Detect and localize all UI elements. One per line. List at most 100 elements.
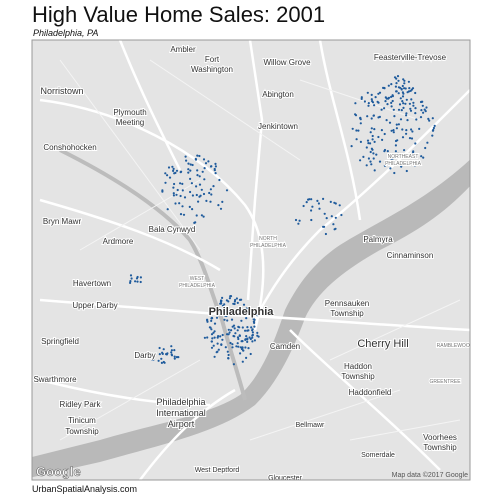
place-label: Haddon [344, 362, 372, 371]
sale-point [350, 145, 353, 148]
sale-point [162, 348, 165, 351]
sale-point [246, 337, 249, 340]
sale-point [238, 334, 241, 337]
sale-point [196, 174, 199, 177]
sale-point [166, 208, 169, 211]
sale-point [233, 327, 236, 330]
sale-point [414, 156, 417, 159]
sale-point [245, 307, 248, 310]
sale-point [182, 213, 186, 216]
sale-point [372, 114, 375, 117]
sale-point [414, 107, 417, 110]
sale-point [428, 119, 431, 122]
sale-point [175, 169, 179, 172]
sale-point [367, 142, 370, 145]
sale-point [390, 83, 393, 86]
sale-point [253, 321, 256, 324]
sale-point [214, 165, 217, 168]
sale-point [400, 109, 403, 112]
sale-point [362, 155, 365, 158]
sale-point [134, 280, 137, 283]
sale-point [415, 118, 418, 121]
sale-point [408, 102, 411, 105]
sale-point [246, 311, 249, 314]
sale-point [329, 200, 332, 203]
sale-point [414, 91, 417, 95]
sale-point [383, 132, 386, 136]
sale-point [210, 333, 214, 336]
sale-point [130, 277, 133, 280]
sale-point [402, 92, 405, 95]
sale-point [175, 193, 178, 196]
sale-point [383, 86, 386, 90]
sale-point [256, 331, 259, 334]
place-label: PHILADELPHIA [250, 243, 287, 249]
sale-point [422, 111, 425, 114]
sale-point [239, 310, 242, 313]
sale-point [257, 335, 260, 338]
sale-point [330, 215, 333, 218]
sale-point [198, 183, 202, 186]
sale-point [210, 340, 213, 343]
sale-point [365, 146, 368, 149]
sale-point [251, 331, 254, 334]
sale-point [231, 309, 235, 312]
sale-point [226, 350, 229, 353]
place-label: PHILADELPHIA [179, 283, 216, 289]
sale-point [390, 105, 393, 108]
sale-point [251, 333, 254, 337]
sale-point [397, 92, 400, 95]
sale-point [410, 137, 414, 140]
place-label: Upper Darby [72, 301, 117, 310]
sale-point [394, 144, 397, 147]
sale-point [172, 167, 175, 170]
sale-point [198, 195, 201, 198]
sale-point [416, 161, 420, 164]
sale-point [217, 313, 220, 317]
sale-point [420, 155, 423, 158]
sale-point [228, 297, 231, 300]
sale-point [378, 115, 381, 118]
sale-point [236, 301, 239, 304]
sale-point [370, 93, 373, 96]
place-label: Washington [191, 65, 233, 74]
sale-point [218, 309, 221, 312]
sale-point [419, 100, 423, 104]
sale-point [395, 123, 398, 126]
sale-point [388, 121, 392, 124]
sale-point [202, 192, 206, 196]
sale-point [407, 80, 410, 83]
sale-point [254, 311, 257, 315]
attribution: Map data ©2017 Google [392, 471, 468, 479]
sale-point [405, 112, 408, 115]
sale-point [367, 104, 370, 107]
sale-point [373, 128, 376, 131]
sale-point [397, 108, 401, 111]
sale-point [298, 219, 301, 222]
sale-point [401, 100, 404, 103]
sale-point [391, 157, 394, 160]
sale-point [373, 140, 376, 143]
sale-point [210, 316, 213, 319]
sale-point [237, 345, 240, 348]
sale-point [402, 78, 405, 81]
sale-point [396, 75, 400, 78]
place-label: Bala Cynwyd [149, 225, 196, 234]
place-label: Airport [168, 419, 195, 429]
sale-point [216, 342, 219, 345]
sale-point [246, 340, 249, 343]
place-label: Gloucester [268, 475, 303, 482]
sale-point [253, 339, 256, 342]
sale-point [391, 99, 394, 103]
sale-point [167, 166, 171, 169]
sale-point [431, 129, 435, 132]
sale-point [324, 232, 327, 236]
sale-point [164, 172, 167, 175]
place-label: WEST [190, 276, 204, 282]
sale-point [311, 205, 314, 208]
sale-point [392, 131, 395, 134]
sale-point [409, 89, 412, 92]
sale-point [210, 328, 213, 331]
sale-point [411, 87, 415, 90]
